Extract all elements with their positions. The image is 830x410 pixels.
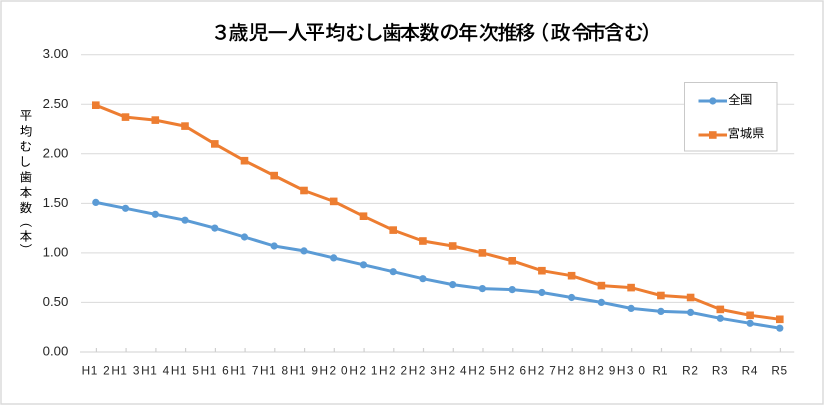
svg-text:R: R (682, 364, 691, 378)
svg-text:5: 5 (781, 364, 788, 378)
svg-text:6: 6 (222, 364, 229, 378)
svg-text:3.00: 3.00 (43, 46, 69, 61)
svg-text:5: 5 (192, 364, 199, 378)
svg-text:R: R (652, 364, 661, 378)
svg-text:H: H (587, 364, 596, 378)
svg-text:R: R (771, 364, 780, 378)
svg-text:9: 9 (609, 364, 616, 378)
svg-text:2: 2 (478, 364, 485, 378)
svg-text:2: 2 (401, 364, 408, 378)
svg-text:H: H (439, 364, 448, 378)
svg-text:H: H (230, 364, 239, 378)
svg-text:4: 4 (460, 364, 467, 378)
svg-text:H: H (349, 364, 358, 378)
svg-text:2: 2 (508, 364, 515, 378)
svg-text:H: H (141, 364, 150, 378)
svg-text:6: 6 (520, 364, 527, 378)
svg-text:2: 2 (419, 364, 426, 378)
svg-text:1: 1 (210, 364, 217, 378)
svg-text:5: 5 (490, 364, 497, 378)
svg-text:1: 1 (299, 364, 306, 378)
svg-text:2: 2 (389, 364, 396, 378)
svg-text:H: H (82, 364, 91, 378)
svg-text:2: 2 (567, 364, 574, 378)
svg-text:H: H (171, 364, 180, 378)
svg-text:2: 2 (597, 364, 604, 378)
svg-text:H: H (409, 364, 418, 378)
svg-text:1: 1 (371, 364, 378, 378)
svg-text:2: 2 (538, 364, 545, 378)
svg-text:2.00: 2.00 (43, 145, 69, 160)
svg-text:H: H (379, 364, 388, 378)
svg-text:3: 3 (721, 364, 728, 378)
svg-text:0.00: 0.00 (43, 344, 69, 359)
svg-text:3: 3 (627, 364, 634, 378)
svg-text:H: H (260, 364, 269, 378)
svg-text:H: H (320, 364, 329, 378)
svg-text:H: H (617, 364, 626, 378)
svg-text:3: 3 (430, 364, 437, 378)
svg-text:0.50: 0.50 (43, 294, 69, 309)
svg-text:1.50: 1.50 (43, 195, 69, 210)
svg-text:1: 1 (150, 364, 157, 378)
svg-text:7: 7 (252, 364, 259, 378)
svg-text:7: 7 (549, 364, 556, 378)
svg-text:2.50: 2.50 (43, 96, 69, 111)
svg-text:1: 1 (239, 364, 246, 378)
svg-text:1: 1 (180, 364, 187, 378)
svg-text:H: H (290, 364, 299, 378)
svg-text:2: 2 (691, 364, 698, 378)
svg-text:4: 4 (163, 364, 170, 378)
svg-text:3: 3 (133, 364, 140, 378)
svg-text:R: R (712, 364, 721, 378)
svg-text:2: 2 (359, 364, 366, 378)
svg-text:8: 8 (282, 364, 289, 378)
svg-text:H: H (528, 364, 537, 378)
svg-text:2: 2 (103, 364, 110, 378)
svg-text:H: H (498, 364, 507, 378)
svg-text:H: H (201, 364, 210, 378)
svg-text:1.00: 1.00 (43, 244, 69, 259)
svg-text:9: 9 (311, 364, 318, 378)
svg-text:4: 4 (751, 364, 758, 378)
svg-text:H: H (111, 364, 120, 378)
svg-text:0: 0 (638, 364, 645, 378)
svg-text:1: 1 (91, 364, 98, 378)
svg-text:0: 0 (341, 364, 348, 378)
svg-text:1: 1 (661, 364, 668, 378)
svg-text:8: 8 (579, 364, 586, 378)
svg-text:H: H (468, 364, 477, 378)
svg-text:2: 2 (330, 364, 337, 378)
svg-text:1: 1 (120, 364, 127, 378)
svg-text:1: 1 (269, 364, 276, 378)
svg-text:R: R (742, 364, 751, 378)
svg-text:2: 2 (449, 364, 456, 378)
svg-text:H: H (557, 364, 566, 378)
